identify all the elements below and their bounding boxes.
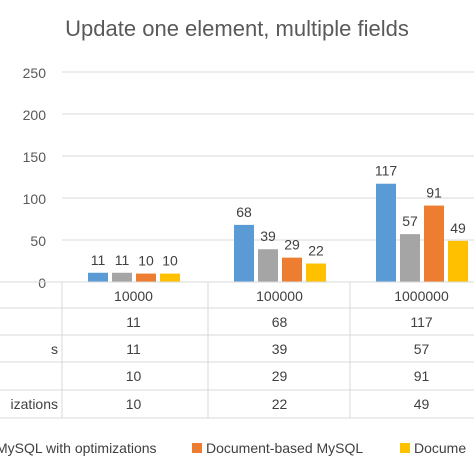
table-cell: 10 (126, 368, 142, 384)
bar (112, 272, 132, 282)
data-label: 57 (402, 213, 418, 229)
bar (282, 257, 302, 282)
bar (234, 224, 254, 282)
legend-swatch (192, 443, 202, 453)
table-cell: 91 (414, 368, 430, 384)
y-tick-label: 150 (23, 149, 47, 165)
table-cell: 49 (414, 396, 430, 412)
data-label: 10 (162, 253, 178, 269)
bar (88, 272, 108, 282)
bar (400, 234, 420, 282)
data-label: 11 (91, 252, 106, 268)
y-tick-label: 200 (23, 107, 47, 123)
data-label: 91 (426, 185, 442, 201)
table-row-label: izations (11, 396, 58, 412)
data-label: 10 (138, 253, 154, 269)
bar (306, 263, 326, 282)
data-label: 68 (236, 204, 252, 220)
y-tick-label: 50 (30, 233, 46, 249)
table-cell: 22 (272, 396, 288, 412)
table-header-cell: 10000 (114, 288, 153, 304)
table-cell: 10 (126, 396, 142, 412)
y-tick-label: 0 (38, 275, 46, 291)
chart-title: Update one element, multiple fields (65, 16, 409, 41)
legend-label: Document-based MySQL (206, 440, 363, 456)
data-label: 49 (450, 220, 466, 236)
table-cell: 57 (414, 341, 430, 357)
bar (424, 205, 444, 282)
data-label: 29 (284, 237, 300, 253)
y-tick-label: 250 (23, 65, 47, 81)
table-row-label: s (51, 341, 58, 357)
table-header-cell: 1000000 (394, 288, 449, 304)
legend-label: Docume (414, 440, 466, 456)
table-cell: 39 (272, 341, 288, 357)
data-label: 22 (308, 243, 324, 259)
data-label: 11 (115, 252, 130, 268)
table-cell: 11 (126, 314, 141, 330)
table-cell: 117 (410, 314, 433, 330)
legend-swatch (400, 443, 410, 453)
data-label: 39 (260, 228, 276, 244)
y-tick-label: 100 (23, 191, 47, 207)
bar (160, 273, 180, 282)
table-cell: 29 (272, 368, 288, 384)
table-header-cell: 100000 (256, 288, 303, 304)
table-cell: 11 (126, 341, 141, 357)
bar (376, 183, 396, 282)
bar (448, 240, 468, 282)
bar (258, 249, 278, 282)
bar (136, 273, 156, 282)
table-cell: 68 (272, 314, 288, 330)
legend-label: MySQL with optimizations (0, 440, 157, 456)
data-label: 117 (375, 163, 398, 179)
